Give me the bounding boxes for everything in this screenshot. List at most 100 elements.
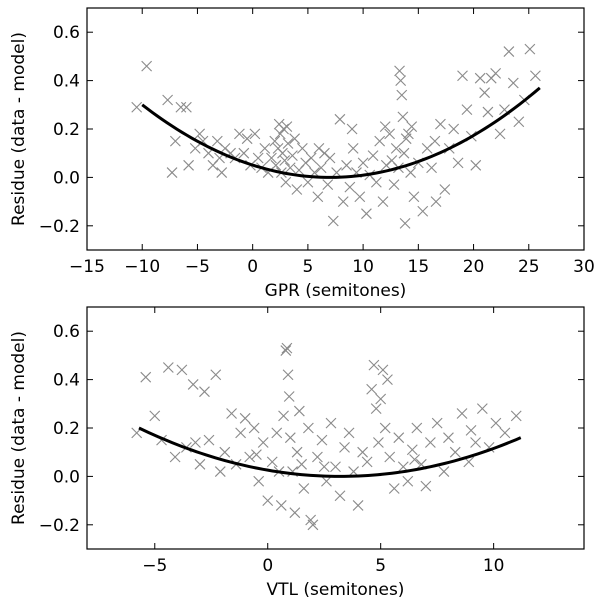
gpr-plot-frame [86, 7, 585, 251]
vtl-data-point [251, 449, 262, 461]
vtl-data-point [316, 434, 328, 446]
vtl-data-point [393, 432, 405, 444]
vtl-data-point [303, 422, 314, 434]
gpr-data-point [490, 67, 502, 79]
gpr-data-point [131, 101, 143, 113]
gpr-y-tick-label: 0.6 [53, 23, 80, 43]
vtl-data-point [169, 451, 181, 463]
vtl-y-tick-label: −0.2 [39, 516, 80, 536]
gpr-data-point [390, 142, 402, 154]
vtl-y-tick-label: 0.0 [53, 467, 80, 487]
gpr-data-point [513, 116, 525, 128]
gpr-x-tick-label: 20 [463, 257, 485, 277]
gpr-data-point [305, 152, 317, 164]
gpr-y-tick-label: 0.0 [53, 168, 80, 188]
gpr-data-point [280, 176, 292, 188]
gpr-data-point [313, 142, 325, 154]
gpr-data-point [470, 159, 482, 171]
vtl-data-point [318, 461, 330, 473]
gpr-data-point [374, 135, 386, 147]
vtl-data-point [312, 451, 323, 463]
gpr-x-tick-label: 25 [518, 257, 540, 277]
vtl-data-point [343, 427, 355, 439]
vtl-data-point [377, 364, 389, 376]
gpr-data-point [259, 142, 271, 154]
vtl-data-point [248, 422, 260, 434]
gpr-data-point [234, 128, 245, 140]
vtl-data-point [379, 422, 391, 434]
gpr-data-point [279, 155, 291, 166]
vtl-data-point [271, 427, 283, 439]
vtl-data-point [219, 446, 231, 458]
vtl-fit-curve [138, 426, 522, 478]
vtl-data-point [226, 408, 237, 419]
vtl-data-point [187, 379, 199, 390]
vtl-data-point [307, 519, 319, 531]
vtl-data-point [470, 437, 481, 448]
vtl-x-tick-label: 5 [375, 556, 386, 576]
gpr-data-point [361, 208, 372, 220]
vtl-y-tick-label: 0.4 [53, 371, 80, 391]
gpr-data-point [370, 176, 382, 188]
gpr-data-point [302, 176, 314, 188]
gpr-data-point [287, 150, 298, 162]
vtl-residue-chart: −5 0 5 10 −0.2 0.0 0.2 0.4 0.6 VTL (semitones) Res… [9, 306, 585, 599]
gpr-scatter-points [131, 43, 541, 229]
gpr-data-point [474, 72, 486, 84]
vtl-data-point [235, 427, 247, 439]
vtl-data-point [330, 461, 341, 473]
vtl-y-axis-label: Residue (data - model) [9, 331, 29, 525]
vtl-data-point [370, 403, 382, 415]
vtl-data-point [321, 475, 332, 487]
vtl-data-point [281, 342, 293, 354]
vtl-data-point [352, 500, 364, 511]
gpr-data-point [403, 128, 414, 140]
vtl-data-point [190, 437, 201, 448]
vtl-data-point [282, 369, 294, 381]
gpr-data-point [270, 159, 282, 171]
vtl-data-point [431, 417, 443, 429]
gpr-data-point [181, 101, 192, 113]
gpr-data-point [346, 123, 358, 135]
vtl-data-point [298, 483, 310, 494]
gpr-y-tick-label: −0.2 [39, 217, 80, 237]
gpr-x-tick-label: 15 [408, 257, 430, 277]
gpr-data-point [461, 104, 473, 116]
vtl-x-axis-label: VTL (semitones) [267, 580, 405, 599]
gpr-data-point [334, 113, 346, 125]
gpr-data-point [417, 205, 429, 217]
gpr-data-point [341, 159, 352, 171]
vtl-y-tick-label: 0.2 [53, 419, 80, 439]
gpr-data-point [482, 106, 494, 118]
gpr-data-point [405, 167, 416, 178]
gpr-data-point [278, 123, 289, 135]
vtl-data-point [499, 427, 511, 439]
vtl-data-point [253, 475, 265, 487]
vtl-data-point [409, 454, 420, 465]
vtl-data-point [278, 410, 289, 422]
gpr-data-point [141, 60, 153, 72]
gpr-data-point [162, 94, 174, 106]
vtl-data-point [291, 446, 303, 458]
vtl-data-point [382, 374, 393, 385]
gpr-data-point [175, 101, 187, 113]
gpr-data-point [524, 43, 536, 55]
gpr-x-tick-label: −5 [185, 257, 210, 277]
vtl-data-point [368, 359, 380, 371]
vtl-y-tick-label: 0.6 [53, 322, 80, 342]
gpr-data-point [388, 179, 400, 191]
vtl-data-point [465, 425, 477, 436]
vtl-data-point [162, 362, 174, 373]
gpr-y-axis-label: Residue (data - model) [9, 32, 29, 226]
gpr-data-point [367, 150, 379, 162]
vtl-data-point [361, 456, 373, 468]
gpr-data-point [281, 121, 293, 132]
vtl-data-point [375, 393, 387, 405]
gpr-data-point [377, 196, 389, 207]
vtl-data-point [490, 417, 502, 429]
gpr-data-point [457, 70, 468, 82]
gpr-data-point [396, 89, 408, 101]
gpr-data-point [430, 196, 442, 207]
vtl-data-point [406, 444, 418, 456]
vtl-data-point [275, 500, 287, 511]
